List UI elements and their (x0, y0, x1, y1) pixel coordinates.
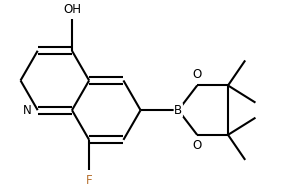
Text: O: O (193, 139, 202, 152)
Text: N: N (23, 104, 31, 117)
Text: O: O (193, 68, 202, 81)
Text: B: B (174, 104, 182, 117)
Text: OH: OH (63, 3, 81, 16)
Text: F: F (86, 174, 92, 187)
